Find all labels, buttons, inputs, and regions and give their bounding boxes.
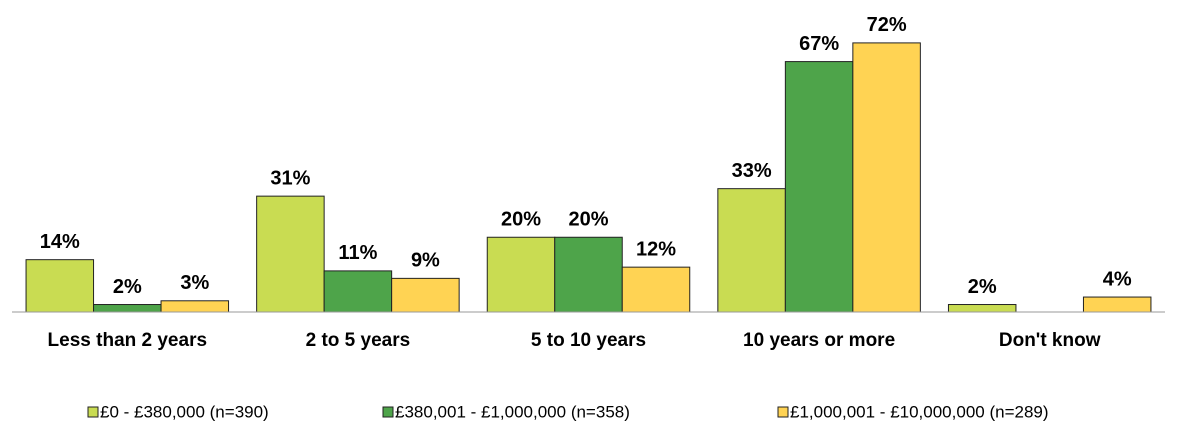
bar: [947, 304, 1017, 313]
data-label: 20%: [568, 209, 608, 231]
bar: [554, 236, 623, 313]
x-tick-label: 5 to 10 years: [531, 330, 646, 351]
bar: [852, 42, 921, 313]
data-label: 33%: [732, 160, 772, 182]
bar: [1082, 296, 1152, 313]
data-label: 14%: [40, 231, 80, 253]
x-tick-label: 2 to 5 years: [306, 330, 411, 351]
data-label: 2%: [968, 276, 997, 298]
bar: [93, 304, 162, 313]
legend-swatch: [777, 406, 789, 418]
legend-label: £0 - £380,000 (n=390): [100, 402, 269, 421]
data-label: 2%: [113, 276, 142, 298]
x-tick-label: 10 years or more: [743, 330, 895, 351]
bar: [323, 270, 393, 313]
data-label: 9%: [411, 250, 440, 272]
bar: [486, 236, 556, 313]
legend-label: £1,000,001 - £10,000,000 (n=289): [790, 402, 1049, 421]
x-tick-label: Don't know: [999, 330, 1101, 351]
data-label: 11%: [338, 242, 377, 264]
bar: [160, 300, 230, 313]
data-label: 20%: [501, 209, 541, 231]
legend-swatch: [382, 406, 394, 418]
bar: [717, 188, 786, 313]
data-label: 3%: [180, 272, 209, 294]
bar: [391, 277, 460, 313]
data-label: 31%: [270, 167, 310, 189]
x-tick-label: Less than 2 years: [48, 330, 207, 351]
legend-label: £380,001 - £1,000,000 (n=358): [395, 402, 630, 421]
bar: [621, 266, 691, 313]
data-label: 67%: [799, 33, 839, 55]
data-label: 4%: [1103, 268, 1132, 290]
bar: [256, 195, 325, 313]
legend-swatch: [87, 406, 99, 418]
bar: [25, 259, 95, 313]
bar: [784, 61, 854, 313]
data-label: 72%: [867, 14, 907, 36]
data-label: 12%: [636, 238, 676, 260]
